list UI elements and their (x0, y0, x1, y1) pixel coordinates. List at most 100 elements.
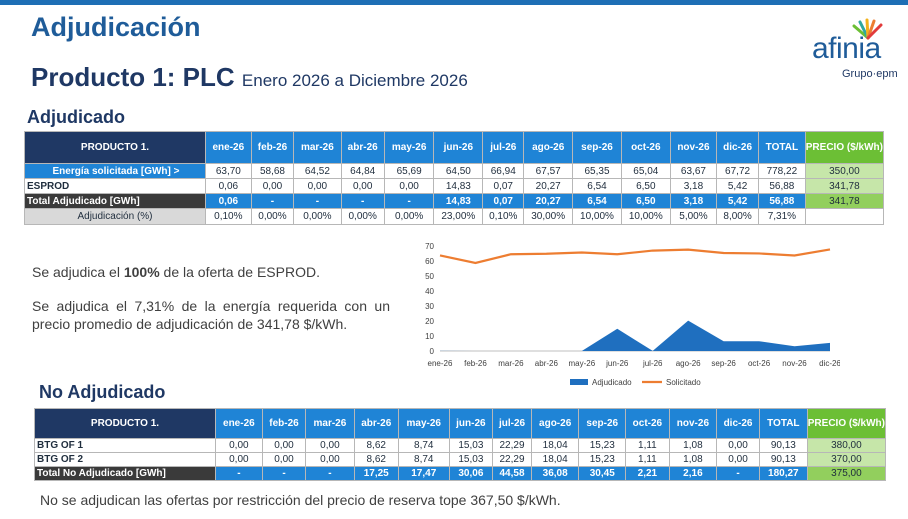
header-cell: ene-26 (205, 131, 252, 164)
x-tick-label: may-26 (568, 359, 595, 368)
header-cell: PRODUCTO 1. (24, 131, 206, 164)
row-value: - (305, 466, 355, 481)
header-cell: oct-26 (620, 131, 671, 164)
table-row: Energía solicitada [GWh] >63,70 58,68 64,5… (24, 163, 885, 179)
row-value: 1,08 (668, 438, 718, 453)
header-cell: ago-26 (523, 131, 574, 164)
top-bar (0, 0, 908, 5)
row-value: 67,72 (716, 163, 759, 179)
y-tick-label: 20 (425, 317, 434, 326)
row-value: 2,16 (668, 466, 718, 481)
row-value: 8,62 (353, 452, 399, 467)
row-price: 370,00 (806, 452, 887, 467)
header-cell: sep-26 (578, 408, 627, 439)
row-value: 15,03 (448, 452, 494, 467)
row-value: 22,29 (492, 452, 532, 467)
row-value: 778,22 (757, 163, 806, 179)
adj-value: 8,00% (716, 208, 759, 225)
row-value: 0,07 (482, 193, 525, 209)
x-tick-label: ene-26 (428, 359, 453, 368)
row-value: 15,03 (448, 438, 494, 453)
y-tick-label: 70 (425, 242, 434, 251)
row-label: ESPROD (24, 178, 206, 194)
row-value: 64,50 (433, 163, 484, 179)
row-value: 6,50 (620, 193, 671, 209)
header-cell: mar-26 (305, 408, 355, 439)
row-value: 30,45 (578, 466, 627, 481)
row-value: 18,04 (530, 452, 580, 467)
row-value: 56,88 (757, 178, 806, 194)
row-price: 380,00 (806, 438, 887, 453)
row-value: 65,04 (620, 163, 671, 179)
adj-value: 0,00% (293, 208, 342, 225)
x-tick-label: ago-26 (676, 359, 701, 368)
product-name: Producto 1: PLC (31, 62, 235, 92)
header-cell: mar-26 (293, 131, 342, 164)
x-tick-label: oct-26 (748, 359, 771, 368)
y-tick-label: 0 (430, 347, 435, 356)
row-value: 66,94 (482, 163, 525, 179)
x-tick-label: abr-26 (535, 359, 559, 368)
header-cell: nov-26 (669, 131, 718, 164)
row-price: 375,00 (806, 466, 887, 481)
header-cell: jul-26 (492, 408, 532, 439)
empty-cell (804, 208, 885, 225)
row-value: 20,27 (523, 178, 574, 194)
period-label: Enero 2026 a Diciembre 2026 (241, 71, 468, 90)
table-row: Total No Adjudicado [GWh] - - -17,25 17,47 30… (34, 466, 887, 481)
header-cell: ago-26 (530, 408, 580, 439)
header-cell: PRODUCTO 1. (34, 408, 216, 439)
row-price: 341,78 (804, 178, 885, 194)
adj-value: 10,00% (572, 208, 622, 225)
y-tick-label: 40 (425, 287, 434, 296)
row-value: 14,83 (433, 193, 484, 209)
row-value: 0,06 (205, 178, 252, 194)
legend-solicitado-label: Solicitado (666, 378, 701, 387)
row-value: 0,00 (215, 452, 263, 467)
row-value: 1,11 (625, 452, 670, 467)
header-cell: jun-26 (433, 131, 484, 164)
header-cell: sep-26 (572, 131, 622, 164)
row-value: 1,08 (668, 452, 718, 467)
adj-value: 0,10% (205, 208, 252, 225)
row-value: - (215, 466, 263, 481)
row-value: 8,74 (397, 438, 450, 453)
row-value: 64,52 (293, 163, 342, 179)
row-value: 14,83 (433, 178, 484, 194)
x-tick-label: jul-26 (642, 359, 663, 368)
row-value: 36,08 (530, 466, 580, 481)
row-label: Energía solicitada [GWh] > (24, 163, 206, 179)
header-cell: may-26 (397, 408, 450, 439)
header-cell: abr-26 (340, 131, 385, 164)
row-value: 56,88 (757, 193, 806, 209)
afinia-logo: afinia Grupo·epm (812, 18, 908, 82)
row-price: 341,78 (804, 193, 885, 209)
header-cell: jun-26 (448, 408, 494, 439)
text1-post: de la oferta de ESPROD. (159, 264, 320, 280)
row-label: BTG OF 2 (34, 452, 216, 467)
header-cell: dic-26 (716, 408, 760, 439)
row-value: 67,57 (523, 163, 574, 179)
row-value: 90,13 (758, 438, 808, 453)
page-title: Adjudicación (31, 12, 201, 42)
adj-value: 5,00% (669, 208, 718, 225)
adj-value: 0,10% (482, 208, 525, 225)
header-row: PRODUCTO 1. ene-26 feb-26 mar-26 abr-26 may-2… (24, 131, 885, 164)
header-cell: feb-26 (261, 408, 307, 439)
row-value: 63,67 (669, 163, 718, 179)
header-cell: nov-26 (668, 408, 718, 439)
row-value: 3,18 (669, 193, 718, 209)
row-value: 1,11 (625, 438, 670, 453)
series-solicitado-line (439, 248, 831, 265)
row-value: 20,27 (523, 193, 574, 209)
row-value: 22,29 (492, 438, 532, 453)
legend-adjudicado-swatch (570, 379, 588, 385)
y-tick-label: 30 (425, 302, 434, 311)
row-value: 0,00 (716, 452, 760, 467)
adjudicado-table: PRODUCTO 1. ene-26 feb-26 mar-26 abr-26 may-2… (24, 131, 885, 225)
row-value: 5,42 (716, 178, 759, 194)
logo-rays-icon (852, 18, 883, 40)
y-tick-label: 10 (425, 332, 434, 341)
header-cell: feb-26 (250, 131, 295, 164)
row-value: 0,00 (261, 452, 307, 467)
